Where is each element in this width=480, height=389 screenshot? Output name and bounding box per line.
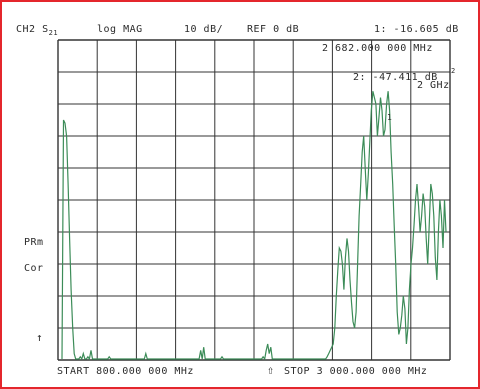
stop-marker-icon: ⇧ (267, 363, 275, 377)
marker1-tag: 1 (387, 113, 393, 122)
scale-label: 10 dB/ (184, 24, 224, 35)
stop-frequency: STOP 3 000.000 000 MHz (284, 366, 428, 377)
prm-annotation: PRm (24, 237, 44, 248)
marker1-frequency: 2 682.000 000 MHz (322, 43, 433, 54)
channel-label: CH2 S21 (16, 24, 59, 37)
s21-trace (61, 91, 447, 361)
marker1-readout: 1: -16.605 dB (374, 24, 459, 35)
graticule (57, 39, 451, 361)
reference-label: REF 0 dB (247, 24, 300, 35)
format-label: log MAG (97, 24, 143, 35)
cor-annotation: Cor (24, 263, 44, 274)
up-arrow-icon: ↑ (36, 331, 44, 344)
marker2-readout-line2: 2 GHz (417, 80, 450, 91)
marker2-readout: 2: -47.411 dB (353, 72, 438, 83)
marker2-superscript: 2 (451, 67, 456, 75)
start-frequency: START 800.000 000 MHz (57, 366, 194, 377)
